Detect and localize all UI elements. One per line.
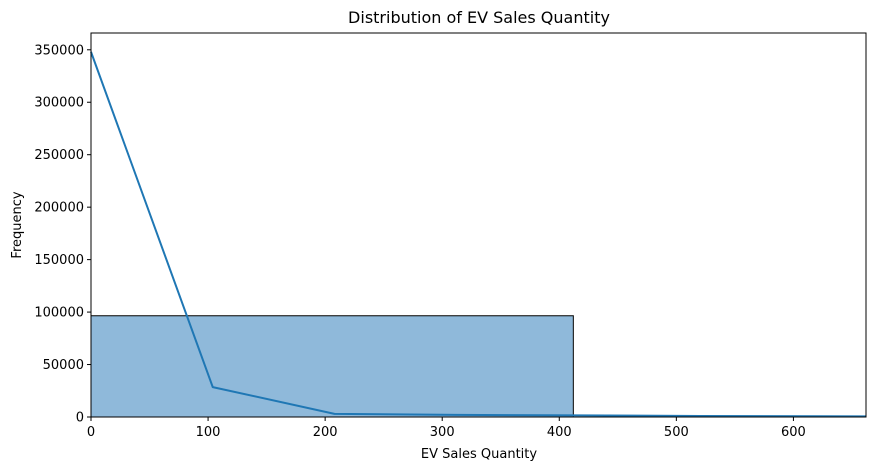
x-tick-label: 400: [547, 425, 572, 440]
y-tick-label: 150000: [34, 253, 84, 268]
x-tick-label: 100: [196, 425, 221, 440]
y-tick-label: 300000: [34, 96, 84, 111]
x-tick-label: 0: [87, 425, 95, 440]
x-tick-label: 200: [313, 425, 338, 440]
chart-title: Distribution of EV Sales Quantity: [348, 8, 610, 27]
y-tick-label: 100000: [34, 306, 84, 321]
y-axis: 0 50000 100000 150000 200000 250000 300000 3500…: [34, 43, 91, 426]
x-tick-label: 500: [664, 425, 689, 440]
y-axis-label: Frequency: [10, 191, 25, 258]
kde-line: [90, 51, 867, 418]
x-axis-label: EV Sales Quantity: [421, 447, 537, 462]
x-tick-label: 300: [430, 425, 455, 440]
histogram-bar: [90, 315, 574, 418]
x-axis: 0 100 200 300 400 500 600: [87, 417, 806, 440]
y-tick-label: 350000: [34, 43, 84, 58]
y-tick-label: 200000: [34, 201, 84, 216]
y-tick-label: 50000: [43, 358, 84, 373]
plot-frame: [90, 32, 867, 418]
x-tick-label: 600: [781, 425, 806, 440]
y-tick-label: 250000: [34, 148, 84, 163]
plot-area: [90, 32, 867, 418]
y-tick-label: 0: [76, 411, 84, 426]
